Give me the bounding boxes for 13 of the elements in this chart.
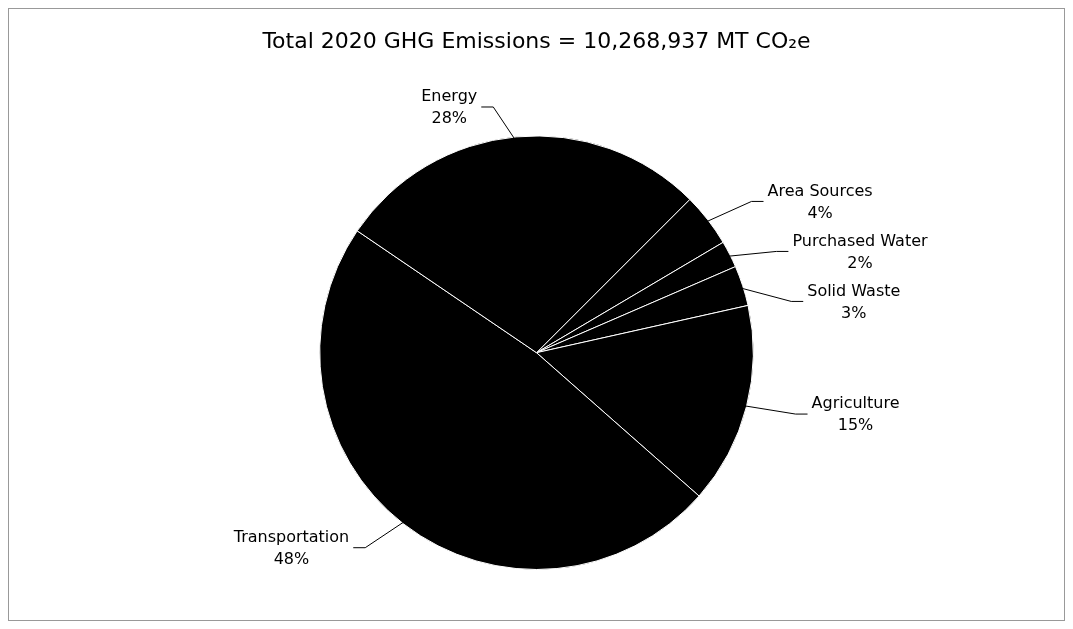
data-label: 15%: [837, 415, 874, 435]
chart-title: Total 2020 GHG Emissions = 10,268,937 MT CO₂e: [261, 27, 811, 53]
data-label: 2%: [847, 252, 873, 272]
slice-label: Transportation: [232, 526, 350, 546]
data-label: 4%: [807, 202, 833, 222]
slice-label: Solid Waste: [807, 280, 901, 300]
slice-label: Purchased Water: [792, 230, 929, 250]
data-label: 3%: [841, 302, 867, 322]
data-label: 48%: [273, 548, 310, 568]
slice-label: Agriculture: [811, 393, 900, 413]
slice-label: Energy: [421, 86, 478, 106]
slice-label: Area Sources: [767, 180, 873, 200]
data-label: 28%: [431, 108, 468, 128]
